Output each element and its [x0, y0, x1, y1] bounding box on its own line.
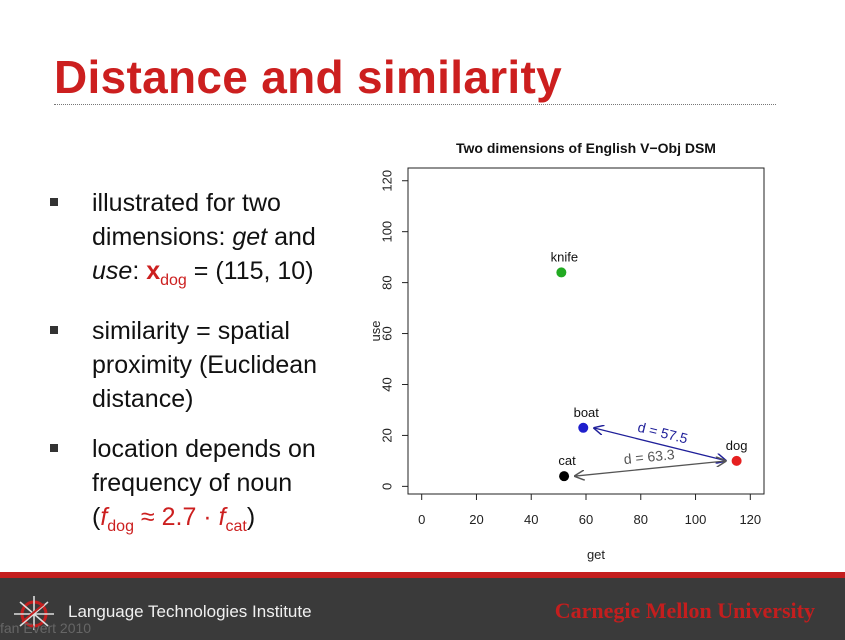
bullet-marker: [50, 444, 58, 452]
y-tick-label-0: 0: [379, 483, 394, 490]
frequency-formula: fdog ≈ 2.7 · fcat: [100, 503, 247, 535]
scatter-chart: Two dimensions of English V−Obj DSM 0 20 40…: [368, 140, 765, 562]
point-label-cat: cat: [558, 453, 576, 468]
title-divider: [54, 104, 776, 105]
university-name: Carnegie Mellon University: [554, 598, 815, 623]
y-tick-label-120: 120: [379, 170, 394, 192]
bullet-item-similarity: similarity = spatial proximity (Euclidea…: [48, 314, 368, 416]
x-tick-label-80: 80: [634, 512, 648, 527]
distance-arrow-dog-cat: [574, 461, 727, 476]
x-tick-label-120: 120: [739, 512, 761, 527]
bullet-item-dimensions: illustrated for two dimensions: get and …: [48, 186, 368, 298]
bullet-item-frequency: location depends on frequency of noun (f…: [48, 432, 368, 544]
y-tick-label-100: 100: [379, 221, 394, 243]
x-tick-label-60: 60: [579, 512, 593, 527]
distance-arrow-dog-boat: [593, 428, 726, 461]
footer-bar: Language Technologies Institute Carnegie…: [0, 572, 845, 640]
institute-name: Language Technologies Institute: [68, 602, 312, 621]
x-tick-label-0: 0: [418, 512, 425, 527]
point-knife: [556, 267, 567, 278]
bullet-marker: [50, 198, 58, 206]
point-label-boat: boat: [574, 405, 600, 420]
point-cat: [559, 471, 570, 482]
chart-title: Two dimensions of English V−Obj DSM: [456, 140, 716, 156]
x-axis-label: get: [587, 547, 605, 562]
point-dog: [731, 455, 742, 466]
point-label-dog: dog: [726, 438, 748, 453]
y-tick-label-80: 80: [379, 275, 394, 289]
bullet-list: illustrated for two dimensions: get and …: [48, 186, 368, 560]
distance-label-cat: d = 63.3: [623, 446, 676, 467]
x-tick-label-100: 100: [685, 512, 707, 527]
point-label-knife: knife: [551, 249, 578, 264]
point-boat: [578, 422, 589, 433]
bullet-marker: [50, 326, 58, 334]
vector-symbol: x: [146, 257, 161, 285]
distance-label-boat: d = 57.5: [636, 419, 690, 447]
plot-frame: [407, 167, 765, 495]
y-tick-label-20: 20: [379, 428, 394, 442]
y-tick-label-60: 60: [379, 326, 394, 340]
copyright-text: fan Evert 2010: [0, 620, 92, 636]
slide-title: Distance and similarity: [54, 51, 562, 103]
y-axis-label: use: [368, 321, 383, 342]
x-tick-label-40: 40: [524, 512, 538, 527]
lti-logo-icon: [14, 596, 54, 630]
y-tick-label-40: 40: [379, 377, 394, 391]
x-tick-label-20: 20: [469, 512, 483, 527]
